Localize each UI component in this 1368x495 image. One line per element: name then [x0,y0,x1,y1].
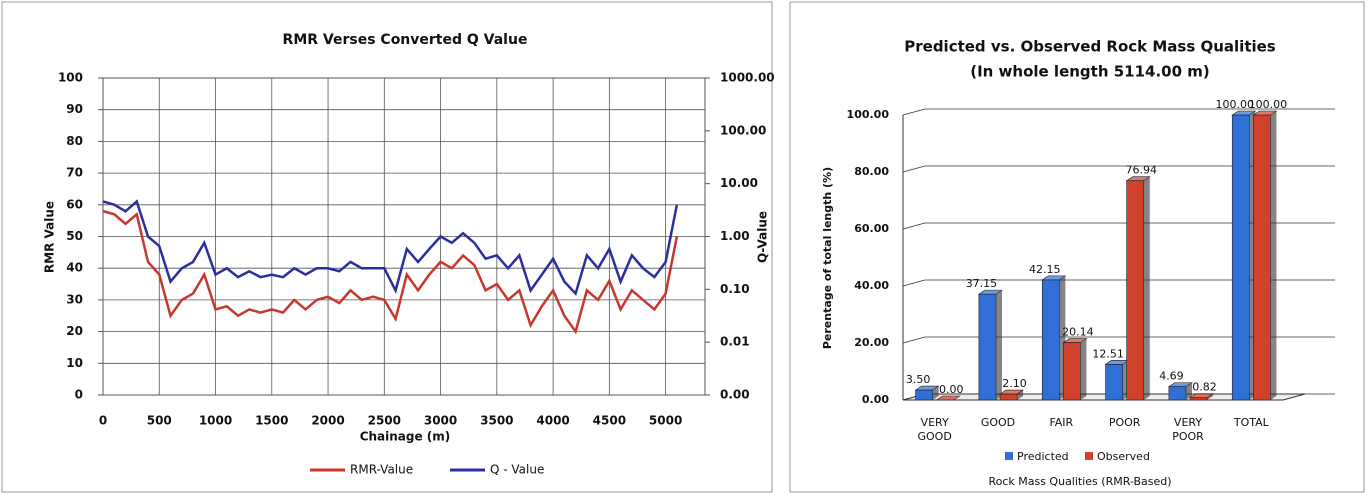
x-tick-label: 1000 [199,414,232,428]
bar [1126,180,1145,401]
value-label: 0.82 [1192,381,1217,394]
bar [1231,114,1250,401]
bar-side [1143,176,1150,400]
x-tick-label: 500 [147,414,172,428]
legend-label: Q - Value [490,463,544,477]
y-tick-label: 40.00 [854,279,889,292]
y-tick-label: 100.00 [847,108,890,121]
bar-side [996,290,1002,400]
value-label: 42.15 [1029,263,1061,276]
y-tick-label: 0.00 [862,393,889,406]
y2-axis-label: Q-Value [756,211,770,263]
x-tick-label: 3500 [480,414,513,428]
panel-border [1,1,773,493]
x-tick-label: 0 [99,414,107,428]
y2-tick-label: 1.00 [720,229,750,243]
y2-tick-label: 0.00 [720,388,750,402]
bar [1168,386,1187,401]
y2-tick-label: 100.00 [720,123,766,137]
x-tick-label: GOOD [980,416,1016,429]
bar [1189,397,1208,401]
chart-title: Predicted vs. Observed Rock Mass Qualiti… [904,38,1276,56]
bar [1063,342,1081,401]
chart-title: RMR Verses Converted Q Value [283,32,528,48]
y-tick-label: 40 [66,261,83,275]
bar [1253,114,1271,401]
x-tick-label: VERY GOOD [917,416,952,443]
y2-tick-label: 1000.00 [720,71,775,85]
x-tick-label: 5000 [649,414,682,428]
bar [915,389,933,401]
value-label: 4.69 [1159,370,1184,383]
grid-line [902,279,926,287]
y2-tick-label: 0.01 [720,335,750,349]
bar [1041,279,1060,401]
y-tick-label: 80.00 [854,165,889,178]
chart-subtitle: (In whole length 5114.00 m) [970,63,1210,81]
x-tick-label: 2000 [311,414,344,428]
x-tick-label: TOTAL [1233,416,1269,429]
y-tick-label: 10 [66,356,83,370]
value-label: 2.10 [1002,377,1027,390]
x-tick-label: 4000 [536,414,569,428]
grid-line [902,165,926,173]
bar-side [1207,393,1214,400]
data-line [102,199,679,297]
x-tick-label: 1500 [255,414,288,428]
y-tick-label: 50 [66,229,83,243]
x-tick-label: VERY POOR [1172,416,1204,443]
legend-label: RMR-Value [350,463,413,477]
bar-side [1017,390,1024,400]
grid-line [902,108,926,116]
value-label: 20.14 [1062,326,1094,339]
value-label: 3.50 [906,373,931,386]
bar-side [1270,111,1277,400]
y-tick-label: 60 [66,197,83,211]
y-tick-label: 30 [66,292,83,306]
x-axis-label: Chainage (m) [360,430,451,444]
x-tick-label: 2500 [368,414,401,428]
grid-line [902,336,926,344]
panel-border [789,1,1365,493]
value-label: 100.00 [1249,98,1288,111]
x-tick-label: POOR [1108,416,1141,429]
bar-side [1080,338,1087,400]
bar [978,293,997,401]
value-label: 12.51 [1092,347,1124,360]
y-tick-label: 0 [75,388,83,402]
value-label: 37.15 [966,277,998,290]
y-tick-label: 20.00 [854,336,889,349]
y2-tick-label: 0.10 [720,282,750,296]
value-label: 100.00 [1216,98,1255,111]
legend-label: Observed [1097,450,1150,463]
x-tick-label: 4500 [593,414,626,428]
y-tick-label: 20 [66,324,83,338]
y-tick-label: 60.00 [854,222,889,235]
value-label: 76.94 [1125,164,1157,177]
grid-line [902,222,926,230]
legend-swatch [1085,452,1093,460]
y-tick-label: 80 [66,134,83,148]
legend-swatch [1005,452,1013,460]
x-tick-label: 3000 [424,414,457,428]
bar-side [932,386,939,400]
bar [1105,364,1123,401]
data-line [102,209,679,335]
x-tick-label: FAIR [1049,416,1074,429]
x-axis-label: Rock Mass Qualities (RMR-Based) [988,475,1171,488]
bar-side [1186,382,1192,400]
y-axis-label: Perentage of total length (%) [821,167,834,349]
y-tick-label: 70 [66,166,83,180]
y-axis-label: RMR Value [43,201,57,273]
bar [999,393,1018,401]
legend-label: Predicted [1017,450,1069,463]
y-tick-label: 100 [58,71,83,85]
y-tick-label: 90 [66,102,83,116]
y2-tick-label: 10.00 [720,176,758,190]
value-label: 0.00 [939,383,964,396]
